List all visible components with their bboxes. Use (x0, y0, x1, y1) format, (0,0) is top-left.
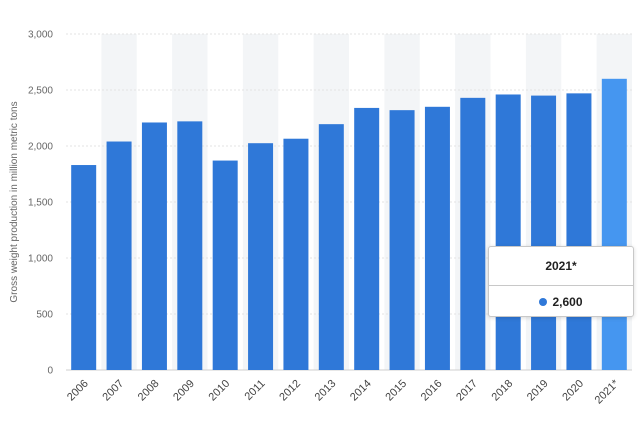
y-tick-label: 1,000 (28, 254, 53, 265)
x-tick-label: 2009 (171, 378, 197, 404)
x-tick-label: 2014 (348, 378, 374, 404)
y-tick-label: 3,000 (28, 30, 53, 41)
bar[interactable] (212, 160, 238, 370)
bar[interactable] (531, 95, 557, 370)
bar[interactable] (71, 165, 97, 370)
bar[interactable] (106, 141, 132, 370)
x-tick-label: 2021* (593, 377, 622, 406)
x-tick-label: 2016 (419, 378, 445, 404)
bar[interactable] (601, 78, 627, 371)
bar[interactable] (248, 143, 274, 370)
tooltip-value: 2,600 (552, 295, 583, 309)
x-tick-label: 2011 (242, 378, 267, 403)
bar[interactable] (424, 106, 450, 371)
x-tick-label: 2017 (454, 378, 480, 404)
y-axis-label: Gross weight production in million metri… (9, 101, 20, 302)
tooltip-category: 2021* (489, 247, 633, 286)
x-tick-label: 2008 (136, 378, 162, 404)
x-tick-label: 2007 (100, 378, 126, 404)
x-tick-label: 2018 (490, 378, 516, 404)
bar[interactable] (566, 93, 592, 371)
x-tick-label: 2019 (525, 378, 551, 404)
x-tick-label: 2006 (65, 378, 91, 404)
y-tick-label: 2,000 (28, 142, 53, 153)
bar[interactable] (354, 107, 380, 371)
y-tick-label: 1,500 (28, 198, 53, 209)
bar[interactable] (460, 97, 486, 370)
x-tick-label: 2012 (277, 378, 303, 404)
tooltip-value-row: 2,600 (489, 286, 633, 318)
data-tooltip: 2021* 2,600 (488, 246, 634, 317)
x-tick-label: 2010 (207, 378, 233, 404)
bar[interactable] (283, 138, 309, 370)
bar[interactable] (389, 110, 415, 370)
bars (71, 78, 627, 371)
bar[interactable] (141, 122, 167, 370)
y-tick-label: 500 (36, 310, 53, 321)
y-axis-ticks: 0 500 1,000 1,500 2,000 2,500 3,000 (28, 30, 53, 377)
x-tick-label: 2015 (383, 378, 409, 404)
bar[interactable] (495, 94, 521, 370)
x-axis-ticks: 2006 2007 2008 2009 2010 2011 2012 2013 2014 2015… (65, 377, 622, 406)
series-dot-icon (539, 297, 548, 306)
x-tick-label: 2013 (313, 378, 339, 404)
y-tick-label: 0 (47, 366, 53, 377)
y-tick-label: 2,500 (28, 86, 53, 97)
bar[interactable] (318, 124, 344, 370)
x-tick-label: 2020 (560, 378, 586, 404)
bar[interactable] (177, 121, 203, 370)
